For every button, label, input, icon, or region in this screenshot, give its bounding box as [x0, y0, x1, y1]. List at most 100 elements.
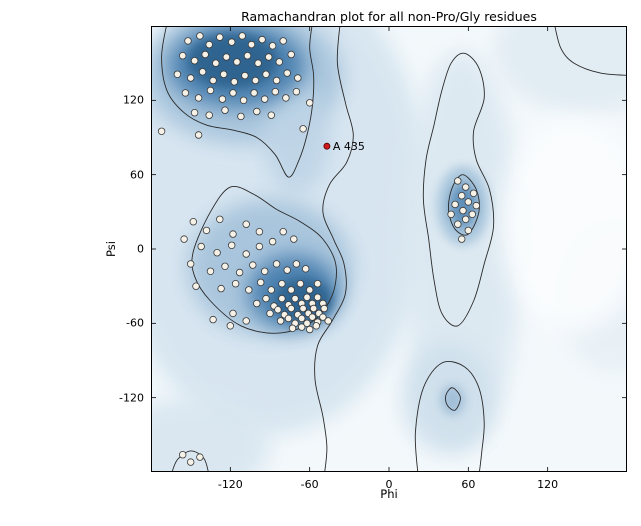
- residue-point: [278, 280, 286, 288]
- y-tick-label: 0: [137, 242, 144, 256]
- residue-point: [303, 293, 311, 301]
- residue-point: [205, 111, 213, 119]
- residue-point: [221, 262, 229, 270]
- residue-point: [187, 74, 195, 82]
- residue-point: [312, 322, 320, 330]
- residue-point: [464, 198, 472, 206]
- residue-point: [179, 52, 187, 60]
- plot-title: Ramachandran plot for all non-Pro/Gly re…: [241, 9, 537, 24]
- residue-point: [238, 32, 246, 40]
- density-blob: [440, 385, 465, 415]
- residue-point: [196, 453, 204, 461]
- residue-point: [264, 53, 273, 61]
- y-tick-label: -120: [119, 391, 144, 405]
- residue-point: [283, 266, 291, 274]
- residue-point: [282, 94, 290, 102]
- contour-line-left-handed-alpha: [448, 174, 480, 236]
- residue-point: [190, 57, 199, 65]
- residue-point: [272, 76, 281, 85]
- contour-line-beta-region: [161, 26, 315, 178]
- residue-point: [458, 235, 466, 243]
- residue-point: [233, 58, 241, 66]
- residue-point: [275, 58, 283, 66]
- residue-point: [255, 227, 264, 236]
- density-blob: [501, 118, 627, 330]
- residue-point: [184, 37, 192, 45]
- residue-point: [266, 309, 274, 318]
- residue-point: [320, 304, 328, 313]
- residue-point: [276, 317, 285, 325]
- residue-point: [189, 217, 197, 226]
- residue-point: [253, 299, 261, 308]
- residue-point: [221, 106, 229, 114]
- residue-point: [251, 76, 260, 85]
- residue-point: [458, 191, 466, 200]
- residue-point: [255, 242, 264, 251]
- residue-point: [459, 206, 467, 215]
- residue-point: [245, 286, 253, 294]
- residue-point: [241, 71, 249, 80]
- residue-point: [227, 241, 236, 249]
- residue-point: [209, 315, 217, 324]
- residue-point: [226, 322, 234, 330]
- residue-point: [260, 267, 269, 275]
- residue-point: [287, 286, 295, 294]
- x-axis-label: Phi: [380, 487, 398, 501]
- residue-point: [190, 108, 199, 117]
- residue-point: [260, 95, 269, 103]
- residue-point: [206, 267, 215, 275]
- residue-point: [284, 314, 293, 323]
- residue-point: [229, 89, 237, 97]
- residue-point: [279, 227, 287, 236]
- residue-point: [447, 210, 455, 218]
- residue-point: [279, 37, 287, 45]
- residue-point: [216, 215, 224, 223]
- residue-point: [272, 260, 281, 268]
- contour-line-bottom-right: [414, 361, 485, 472]
- residue-point: [454, 177, 462, 185]
- points-layer: A 435: [157, 32, 480, 466]
- residue-point: [242, 317, 250, 325]
- residue-point: [313, 293, 322, 301]
- residue-point: [291, 294, 299, 303]
- residue-point: [249, 261, 257, 269]
- residue-point: [296, 280, 305, 288]
- residue-point: [229, 230, 237, 238]
- residue-point: [192, 282, 200, 290]
- contour-line-tiny-peak: [445, 387, 461, 411]
- residue-point: [235, 268, 244, 277]
- residue-point: [299, 125, 307, 133]
- residue-point: [217, 284, 225, 293]
- contour-line-outer-left: [314, 26, 354, 472]
- residue-point: [262, 70, 270, 78]
- residue-point: [274, 306, 282, 314]
- residue-point: [216, 33, 224, 41]
- residue-point: [288, 324, 297, 332]
- residue-point: [278, 294, 286, 303]
- x-tick-label: -60: [300, 478, 319, 491]
- residue-point: [299, 304, 307, 313]
- residue-point: [222, 53, 231, 61]
- residue-point: [194, 131, 203, 139]
- residue-point: [209, 76, 217, 85]
- ramachandran-plot-svg: A 435: [151, 26, 627, 472]
- residue-point: [462, 215, 470, 223]
- residue-point: [294, 74, 302, 82]
- residue-point: [283, 69, 291, 77]
- residue-point: [237, 112, 245, 121]
- residue-point: [313, 280, 322, 288]
- residue-point: [268, 237, 277, 246]
- residue-point: [256, 278, 265, 287]
- residue-point: [464, 226, 472, 235]
- residue-point: [454, 220, 462, 228]
- contour-layer: [161, 26, 627, 472]
- residue-point: [268, 42, 277, 50]
- residue-point: [305, 99, 314, 107]
- residue-point: [297, 314, 306, 323]
- residue-point: [197, 242, 205, 251]
- x-tick-label: -120: [217, 478, 243, 491]
- residue-point: [239, 96, 248, 104]
- residue-point: [253, 107, 261, 116]
- residue-point: [247, 40, 256, 49]
- y-tick-label: 120: [123, 93, 144, 107]
